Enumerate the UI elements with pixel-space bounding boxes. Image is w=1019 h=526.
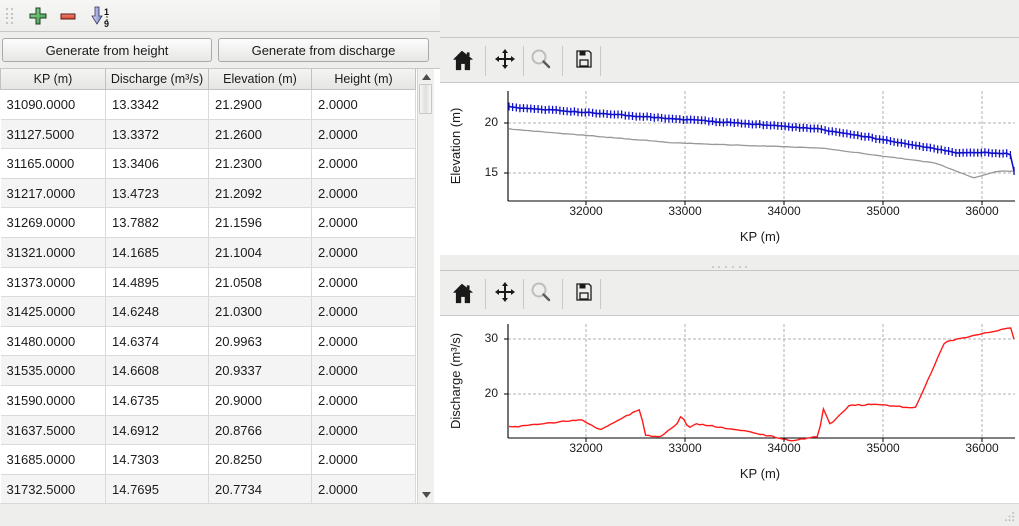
- svg-text:36000: 36000: [965, 204, 999, 218]
- svg-text:35000: 35000: [866, 204, 900, 218]
- svg-text:30: 30: [485, 331, 499, 345]
- svg-text:KP (m): KP (m): [740, 466, 780, 481]
- svg-text:33000: 33000: [668, 204, 702, 218]
- svg-text:33000: 33000: [668, 441, 702, 455]
- svg-text:15: 15: [485, 165, 499, 179]
- svg-text:32000: 32000: [569, 441, 603, 455]
- svg-text:32000: 32000: [569, 204, 603, 218]
- svg-text:35000: 35000: [866, 441, 900, 455]
- svg-text:Elevation (m): Elevation (m): [448, 108, 463, 185]
- svg-text:20: 20: [485, 115, 499, 129]
- svg-text:9: 9: [104, 19, 109, 28]
- svg-text:34000: 34000: [767, 204, 801, 218]
- svg-text:36000: 36000: [965, 441, 999, 455]
- svg-text:20: 20: [485, 386, 499, 400]
- svg-text:34000: 34000: [767, 441, 801, 455]
- svg-text:KP (m): KP (m): [740, 229, 780, 244]
- svg-text:Discharge (m³/s): Discharge (m³/s): [448, 333, 463, 429]
- svg-text:1: 1: [104, 7, 109, 17]
